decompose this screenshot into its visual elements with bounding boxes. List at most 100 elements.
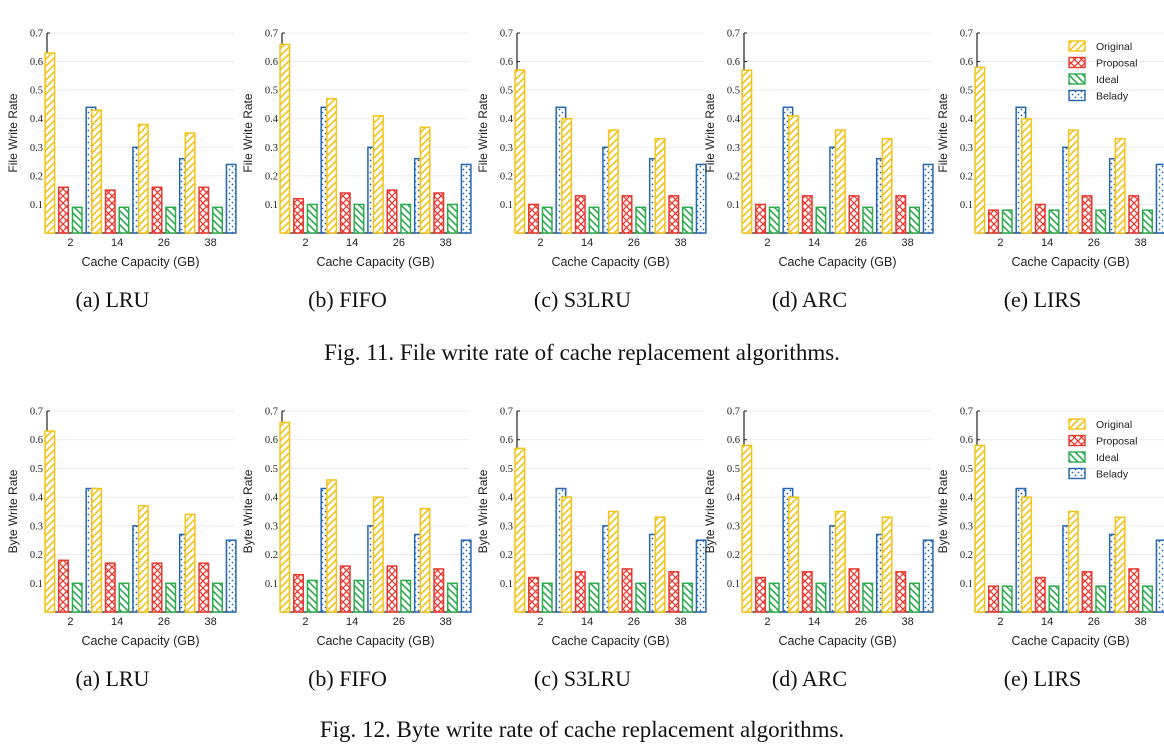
y-tick-label: 0.5 (960, 86, 973, 97)
y-tick-label: 0.1 (960, 200, 973, 211)
y-tick-label: 0.7 (500, 29, 513, 40)
y-tick-label: 0.4 (265, 114, 279, 125)
bar-proposal-14 (104, 562, 116, 613)
x-axis-label: Cache Capacity (GB) (81, 255, 199, 269)
bar-proposal-14 (574, 571, 586, 613)
x-tick-label: 14 (1041, 616, 1053, 628)
bar-ideal-26 (1095, 585, 1107, 613)
bar-ideal-2 (1001, 585, 1013, 613)
y-tick-label: 0.5 (500, 464, 513, 475)
bar-proposal-38 (895, 571, 907, 613)
bar-proposal-14 (574, 195, 586, 234)
bar-original-14 (326, 97, 338, 234)
bar-proposal-26 (621, 568, 633, 613)
bar-ideal-2 (541, 582, 553, 613)
legend-swatch-belady (1068, 89, 1086, 102)
y-tick-label: 0.5 (265, 464, 278, 475)
bar-belady-38 (922, 539, 934, 613)
bar-belady-38 (695, 163, 707, 234)
x-axis-label: Cache Capacity (GB) (316, 634, 434, 648)
y-tick-label: 0.2 (960, 550, 973, 561)
y-tick-label: 0.6 (500, 435, 513, 446)
x-tick-label: 26 (628, 616, 640, 628)
x-tick-label: 26 (1088, 616, 1100, 628)
y-tick-label: 0.4 (500, 114, 514, 125)
bar-original-2 (514, 447, 526, 613)
y-tick-label: 0.6 (960, 57, 973, 68)
bar-ideal-26 (862, 206, 874, 234)
bar-proposal-2 (293, 197, 305, 234)
bar-proposal-38 (1128, 568, 1140, 613)
y-tick-label: 0.4 (265, 493, 279, 504)
bar-original-14 (788, 496, 800, 613)
subcaption: (b) FIFO (308, 287, 387, 312)
bar-proposal-14 (1034, 203, 1046, 234)
bar-ideal-38 (908, 582, 920, 613)
y-axis-label: File Write Rate (6, 93, 20, 172)
bar-ideal-38 (908, 206, 920, 234)
legend-swatch-belady (1068, 467, 1086, 480)
bar-ideal-2 (306, 579, 318, 613)
y-tick-label: 0.7 (960, 29, 973, 40)
y-tick-label: 0.7 (265, 407, 278, 418)
chart-file-2: 0.1 0.2 0.3 0.4 0.5 0.6 0.7 2 14 26 38 Cache Capaci… (241, 29, 472, 312)
x-axis-label: Cache Capacity (GB) (778, 255, 896, 269)
y-tick-label: 0.7 (960, 407, 973, 418)
bar-proposal-38 (433, 568, 445, 613)
bar-proposal-38 (198, 562, 210, 613)
bar-proposal-2 (988, 585, 1000, 613)
bar-proposal-26 (151, 562, 163, 613)
bar-proposal-2 (58, 559, 70, 613)
y-tick-label: 0.1 (500, 579, 513, 590)
y-tick-label: 0.2 (727, 171, 740, 182)
bar-ideal-2 (768, 582, 780, 613)
bar-belady-38 (460, 163, 472, 234)
x-tick-label: 26 (855, 237, 867, 249)
bar-original-38 (1114, 516, 1126, 613)
legend-swatch-ideal (1068, 451, 1086, 463)
bar-proposal-26 (386, 565, 398, 613)
bar-ideal-26 (862, 582, 874, 613)
bar-proposal-2 (528, 203, 540, 234)
bar-ideal-2 (306, 203, 318, 234)
legend: Original Proposal Ideal Belady (1068, 418, 1137, 481)
y-tick-label: 0.7 (30, 407, 43, 418)
bar-belady-38 (225, 163, 237, 234)
y-axis-label: Byte Write Rate (936, 469, 950, 553)
x-tick-label: 2 (997, 237, 1003, 249)
subcaption: (e) LIRS (1004, 287, 1082, 312)
x-tick-label: 38 (675, 616, 687, 628)
bar-ideal-14 (353, 203, 365, 234)
x-tick-label: 14 (581, 616, 593, 628)
bar-ideal-14 (815, 206, 827, 234)
bar-ideal-26 (635, 582, 647, 613)
bar-ideal-26 (400, 579, 412, 613)
y-tick-label: 0.3 (265, 143, 278, 154)
bar-proposal-26 (621, 195, 633, 234)
x-tick-label: 38 (1135, 616, 1147, 628)
bar-proposal-26 (151, 186, 163, 234)
y-tick-label: 0.3 (500, 521, 513, 532)
x-tick-label: 2 (764, 237, 770, 249)
chart-byte-5: 0.1 0.2 0.3 0.4 0.5 0.6 0.7 2 14 26 38 Cache Capaci… (936, 407, 1164, 691)
y-tick-label: 0.5 (727, 464, 740, 475)
x-tick-label: 38 (1135, 237, 1147, 249)
bar-original-2 (741, 69, 753, 234)
x-axis-label: Cache Capacity (GB) (1011, 255, 1129, 269)
bar-proposal-26 (848, 568, 860, 613)
y-tick-label: 0.7 (727, 29, 740, 40)
x-tick-label: 38 (440, 616, 452, 628)
bar-original-26 (137, 123, 149, 234)
chart-file-5: 0.1 0.2 0.3 0.4 0.5 0.6 0.7 2 14 26 38 Cache Capaci… (936, 29, 1164, 312)
bar-proposal-38 (668, 195, 680, 234)
bar-original-38 (419, 126, 431, 234)
chart-byte-1: 0.1 0.2 0.3 0.4 0.5 0.6 0.7 2 14 26 38 Cache Capaci… (6, 407, 237, 691)
y-tick-label: 0.4 (30, 493, 44, 504)
y-tick-label: 0.5 (727, 86, 740, 97)
y-tick-label: 0.6 (265, 435, 278, 446)
y-tick-label: 0.1 (265, 579, 278, 590)
bar-belady-38 (695, 539, 707, 613)
bar-proposal-14 (104, 189, 116, 234)
x-tick-label: 38 (440, 237, 452, 249)
